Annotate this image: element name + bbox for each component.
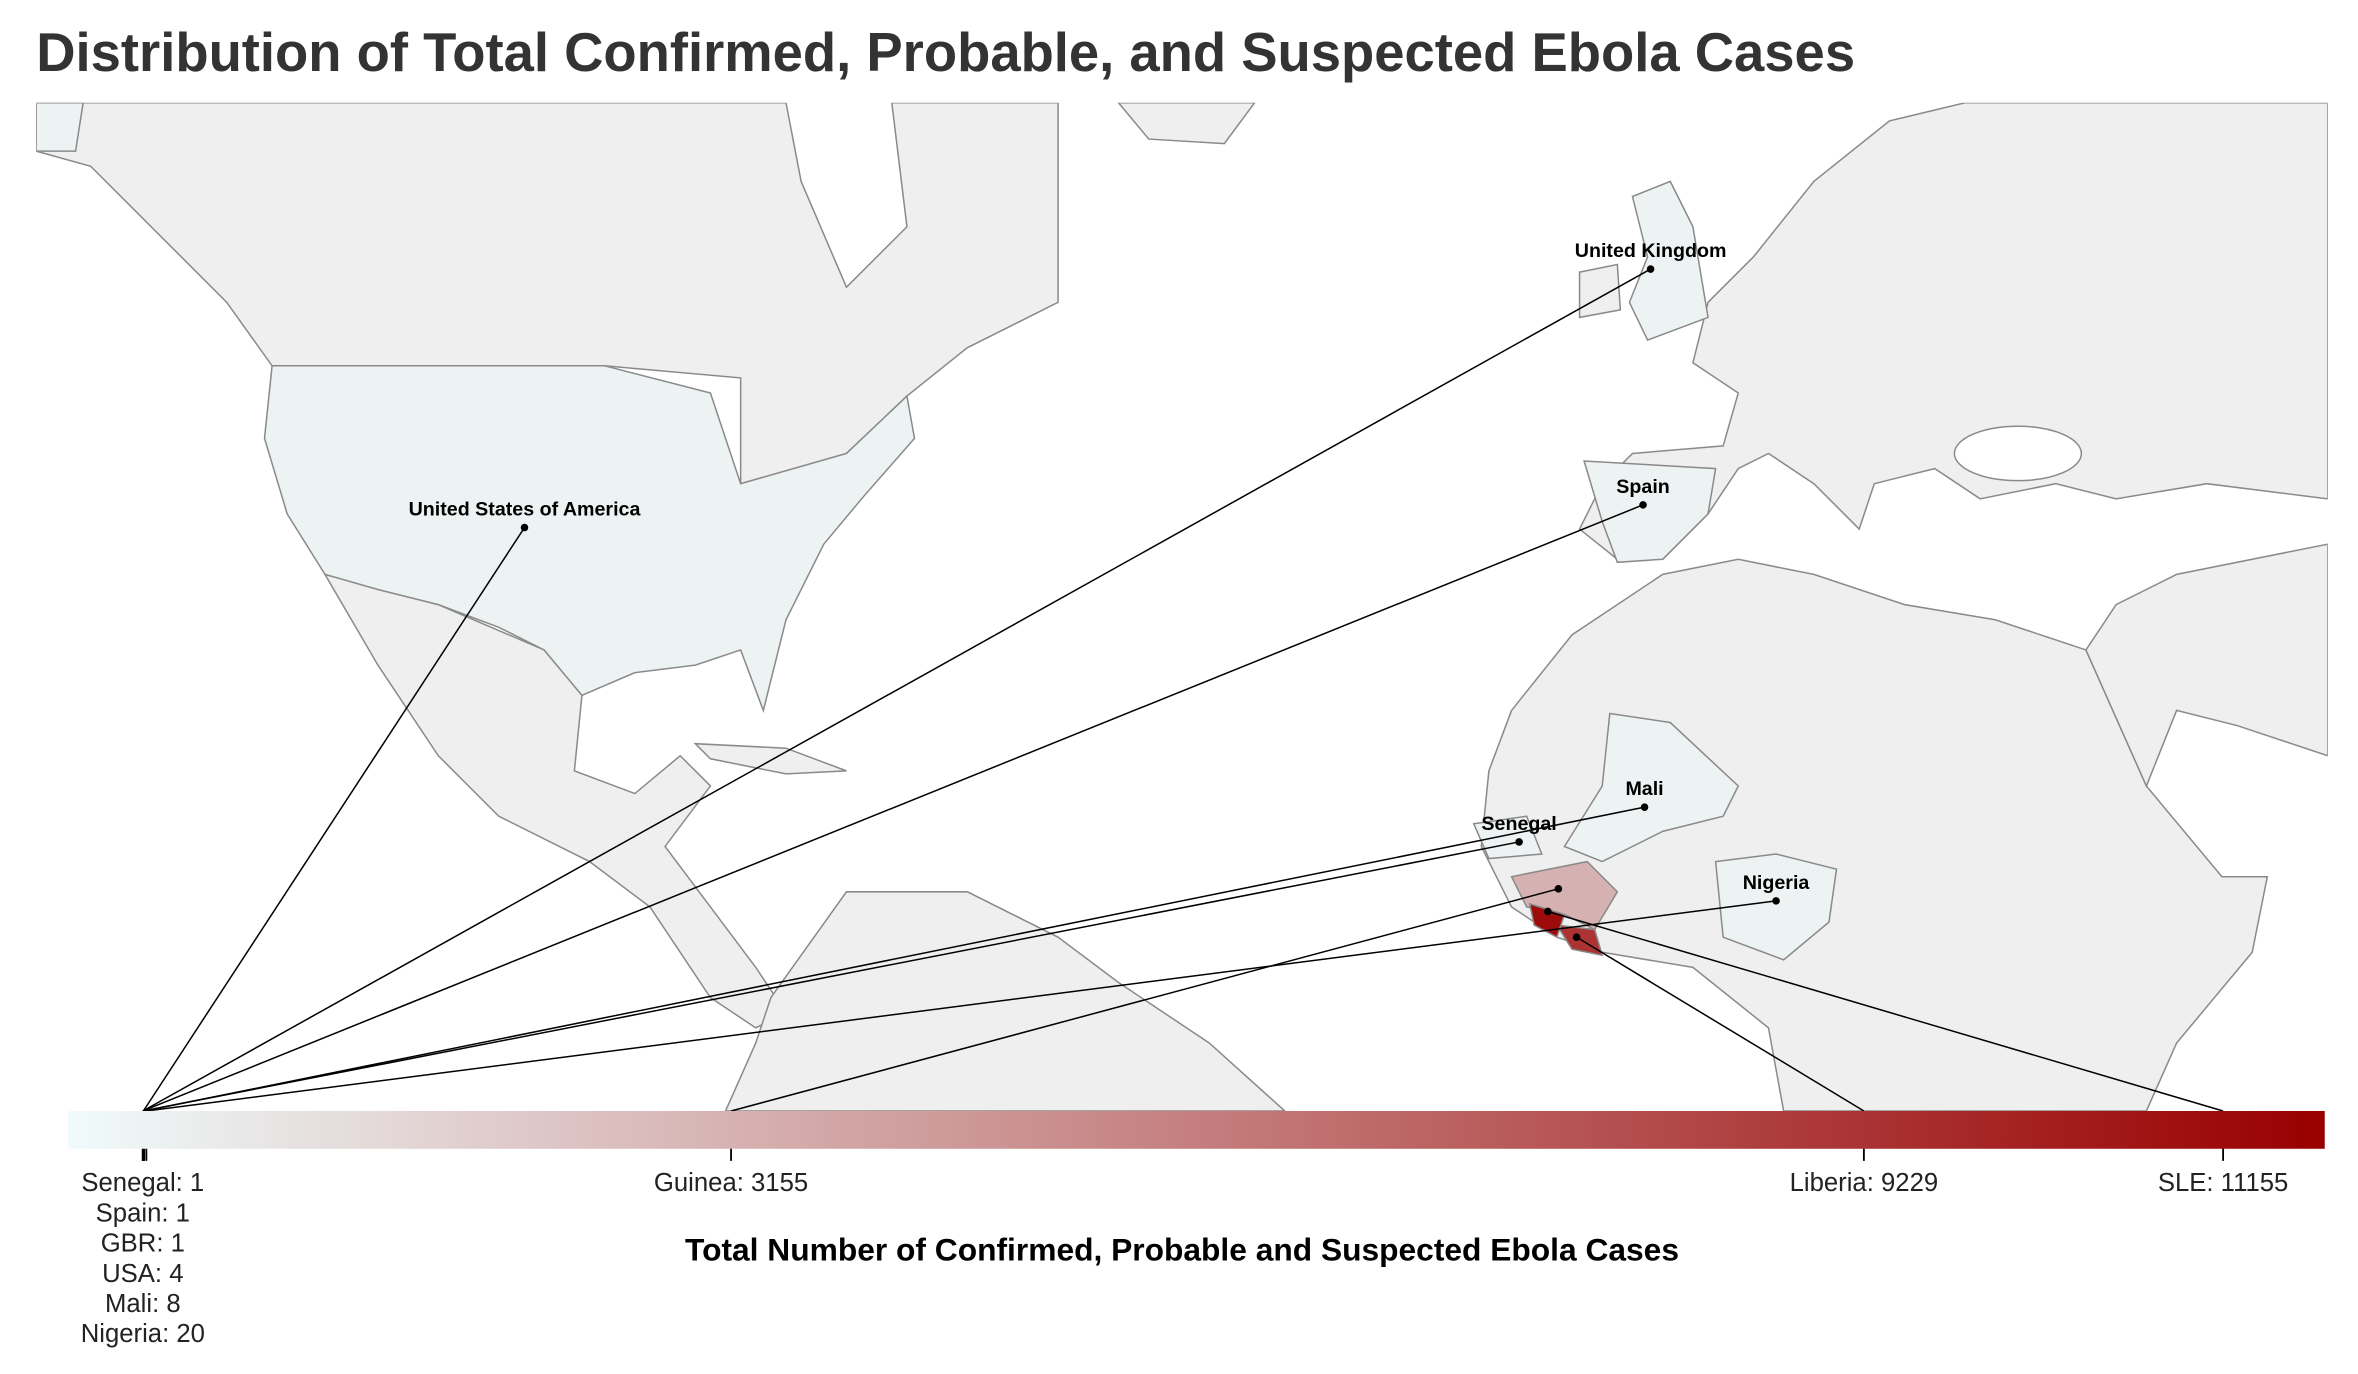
leader-line [142, 527, 526, 1112]
colorbar-label: Nigeria: 20 [81, 1320, 205, 1348]
colorbar-label: USA: 4 [102, 1260, 183, 1288]
land [323, 573, 788, 1029]
colorbar-title: Total Number of Confirmed, Probable and … [685, 1232, 1679, 1268]
colorbar-label: SLE: 11155 [2158, 1169, 2288, 1197]
map-label: Senegal [1481, 813, 1556, 835]
land [1578, 102, 2328, 561]
colorbar-label: Guinea: 3155 [654, 1169, 808, 1197]
country-dot [1544, 907, 1552, 916]
land [2085, 543, 2328, 788]
leader-line [142, 841, 1520, 1112]
leader-line [730, 888, 1559, 1112]
leader-line [142, 504, 1644, 1112]
colorbar-label: Liberia: 9229 [1790, 1169, 1939, 1197]
country [1714, 853, 1838, 961]
map-label: Spain [1616, 476, 1669, 498]
map [36, 102, 2328, 1111]
country-dot [1515, 838, 1523, 846]
leader-line [1576, 936, 1865, 1112]
colorbar-label: Senegal: 1 [81, 1169, 204, 1197]
map-label: United Kingdom [1575, 240, 1727, 262]
leader-line [143, 806, 1645, 1112]
map-label: Nigeria [1743, 872, 1811, 894]
country-dot [1639, 501, 1647, 509]
colorbar [68, 1110, 2325, 1149]
black-sea [1953, 425, 2083, 482]
country-dot [1572, 933, 1581, 941]
country [1628, 180, 1709, 342]
colorbar-label: GBR: 1 [101, 1230, 185, 1258]
chart-title: Distribution of Total Confirmed, Probabl… [36, 22, 1855, 83]
map-label: Mali [1625, 778, 1663, 800]
land [693, 742, 847, 775]
land [1578, 263, 1622, 319]
country [1563, 712, 1740, 863]
land [1117, 102, 1256, 145]
leader-line [1547, 910, 2224, 1112]
land [724, 891, 1286, 1111]
country-dot [1640, 803, 1649, 811]
colorbar-label: Mali: 8 [105, 1290, 181, 1318]
country-dot [1772, 897, 1780, 905]
colorbar-label: Spain: 1 [96, 1199, 190, 1227]
leader-line [142, 268, 1651, 1112]
country-dot [1554, 885, 1563, 893]
country [1555, 924, 1604, 957]
leader-line [146, 900, 1777, 1112]
country-dot [520, 523, 529, 532]
country [36, 102, 916, 713]
country-dot [1646, 265, 1655, 273]
map-label: United States of America [409, 498, 642, 520]
